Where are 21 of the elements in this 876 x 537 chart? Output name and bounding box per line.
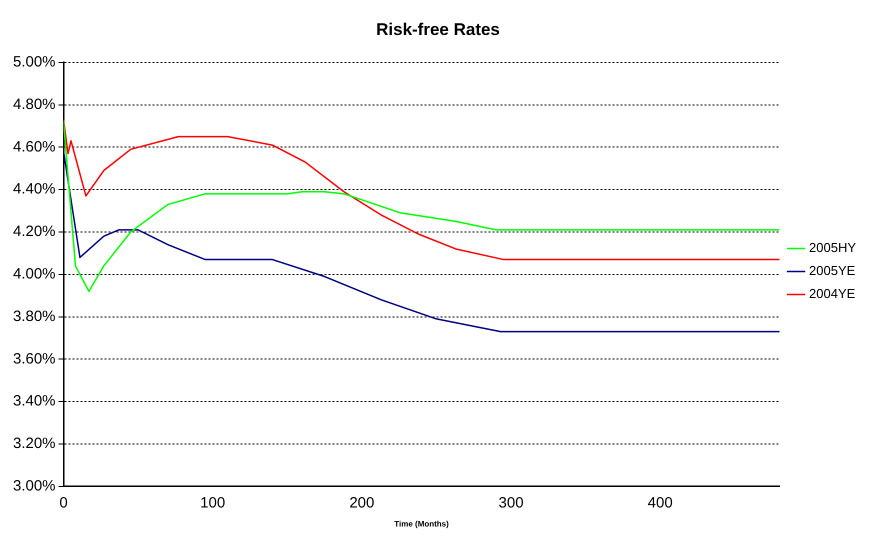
y-tick-label: 4.20%: [12, 223, 56, 240]
y-tick-label: 4.40%: [12, 180, 56, 198]
y-tick-label: 3.80%: [12, 308, 56, 325]
y-tick-label: 3.40%: [12, 392, 56, 410]
x-tick-label: 400: [648, 494, 673, 512]
x-tick-label: 300: [498, 494, 524, 512]
x-tick-label: 0: [59, 494, 68, 512]
y-tick-label: 5.00%: [12, 54, 56, 71]
chart-title: Risk-free Rates: [376, 20, 500, 39]
y-tick-label: 4.00%: [12, 266, 56, 283]
y-tick-label: 4.60%: [12, 138, 56, 156]
y-tick-label: 4.80%: [12, 96, 56, 113]
y-tick-label: 3.60%: [12, 350, 56, 368]
y-tick-label: 3.00%: [12, 478, 56, 495]
legend-label: 2005YE: [809, 263, 856, 278]
legend-label: 2004YE: [809, 286, 856, 302]
x-tick-label: 100: [200, 494, 226, 512]
x-axis-title: Time (Months): [394, 519, 450, 528]
x-tick-label: 200: [349, 494, 374, 512]
y-tick-label: 3.20%: [12, 435, 56, 452]
legend-label: 2005HY: [809, 240, 856, 256]
